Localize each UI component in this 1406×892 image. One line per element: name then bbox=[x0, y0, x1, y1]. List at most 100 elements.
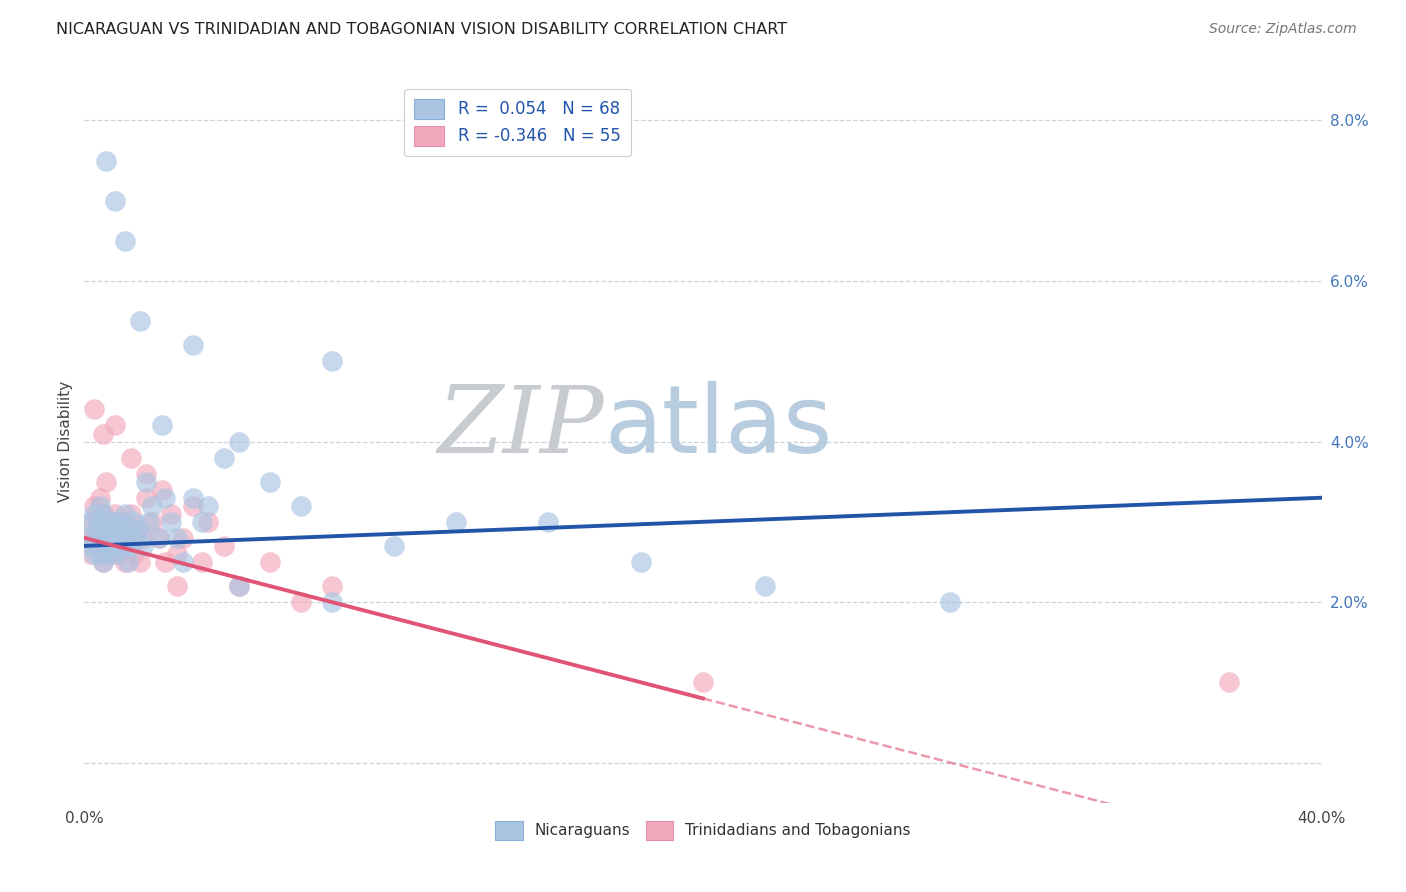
Point bbox=[125, 523, 148, 537]
Point bbox=[107, 523, 129, 537]
Point bbox=[160, 515, 183, 529]
Point bbox=[122, 547, 145, 561]
Point bbox=[104, 515, 127, 529]
Point bbox=[135, 491, 157, 505]
Point bbox=[117, 555, 139, 569]
Point bbox=[129, 523, 152, 537]
Point bbox=[79, 515, 101, 529]
Point bbox=[83, 507, 105, 521]
Point bbox=[290, 499, 312, 513]
Point bbox=[120, 507, 142, 521]
Point bbox=[98, 547, 121, 561]
Point bbox=[630, 555, 652, 569]
Point bbox=[754, 579, 776, 593]
Point bbox=[86, 515, 108, 529]
Point bbox=[83, 531, 105, 545]
Point bbox=[94, 475, 117, 489]
Point bbox=[104, 418, 127, 433]
Point bbox=[172, 555, 194, 569]
Point bbox=[76, 531, 98, 545]
Point bbox=[125, 531, 148, 545]
Point bbox=[290, 595, 312, 609]
Point bbox=[104, 531, 127, 545]
Point bbox=[91, 531, 114, 545]
Point bbox=[86, 523, 108, 537]
Point bbox=[79, 539, 101, 553]
Text: atlas: atlas bbox=[605, 381, 832, 473]
Point bbox=[98, 515, 121, 529]
Text: ZIP: ZIP bbox=[437, 382, 605, 472]
Point bbox=[228, 579, 250, 593]
Point bbox=[114, 515, 136, 529]
Point bbox=[101, 539, 124, 553]
Point bbox=[107, 539, 129, 553]
Point bbox=[94, 539, 117, 553]
Point bbox=[79, 515, 101, 529]
Point bbox=[122, 515, 145, 529]
Text: Source: ZipAtlas.com: Source: ZipAtlas.com bbox=[1209, 22, 1357, 37]
Point bbox=[101, 539, 124, 553]
Point bbox=[120, 523, 142, 537]
Point bbox=[129, 314, 152, 328]
Point bbox=[692, 675, 714, 690]
Point bbox=[141, 515, 163, 529]
Point bbox=[160, 507, 183, 521]
Point bbox=[1218, 675, 1240, 690]
Point bbox=[321, 595, 343, 609]
Point bbox=[94, 153, 117, 168]
Point bbox=[98, 531, 121, 545]
Point bbox=[444, 515, 467, 529]
Point bbox=[89, 491, 111, 505]
Point bbox=[114, 555, 136, 569]
Point bbox=[114, 507, 136, 521]
Point bbox=[104, 531, 127, 545]
Point bbox=[191, 555, 214, 569]
Point bbox=[181, 499, 204, 513]
Point bbox=[89, 531, 111, 545]
Point bbox=[114, 234, 136, 248]
Point bbox=[166, 547, 188, 561]
Point bbox=[107, 547, 129, 561]
Point bbox=[259, 555, 281, 569]
Point bbox=[148, 531, 170, 545]
Point bbox=[83, 547, 105, 561]
Point bbox=[91, 555, 114, 569]
Point bbox=[89, 547, 111, 561]
Point bbox=[132, 531, 155, 545]
Point bbox=[107, 523, 129, 537]
Text: NICARAGUAN VS TRINIDADIAN AND TOBAGONIAN VISION DISABILITY CORRELATION CHART: NICARAGUAN VS TRINIDADIAN AND TOBAGONIAN… bbox=[56, 22, 787, 37]
Point bbox=[114, 539, 136, 553]
Point bbox=[94, 539, 117, 553]
Point bbox=[104, 547, 127, 561]
Point bbox=[166, 531, 188, 545]
Point bbox=[197, 515, 219, 529]
Point bbox=[153, 491, 176, 505]
Point bbox=[197, 499, 219, 513]
Point bbox=[181, 491, 204, 505]
Point bbox=[86, 539, 108, 553]
Point bbox=[228, 579, 250, 593]
Point bbox=[89, 515, 111, 529]
Point bbox=[89, 499, 111, 513]
Legend: Nicaraguans, Trinidadians and Tobagonians: Nicaraguans, Trinidadians and Tobagonian… bbox=[489, 815, 917, 846]
Point bbox=[110, 531, 132, 545]
Y-axis label: Vision Disability: Vision Disability bbox=[58, 381, 73, 502]
Point bbox=[150, 483, 173, 497]
Point bbox=[91, 555, 114, 569]
Point bbox=[86, 531, 108, 545]
Point bbox=[228, 434, 250, 449]
Point bbox=[166, 579, 188, 593]
Point bbox=[537, 515, 560, 529]
Point bbox=[117, 531, 139, 545]
Point bbox=[141, 499, 163, 513]
Point bbox=[76, 531, 98, 545]
Point bbox=[129, 555, 152, 569]
Point bbox=[172, 531, 194, 545]
Point bbox=[101, 523, 124, 537]
Point bbox=[117, 531, 139, 545]
Point bbox=[135, 475, 157, 489]
Point bbox=[98, 547, 121, 561]
Point bbox=[212, 539, 235, 553]
Point bbox=[321, 354, 343, 368]
Point bbox=[104, 507, 127, 521]
